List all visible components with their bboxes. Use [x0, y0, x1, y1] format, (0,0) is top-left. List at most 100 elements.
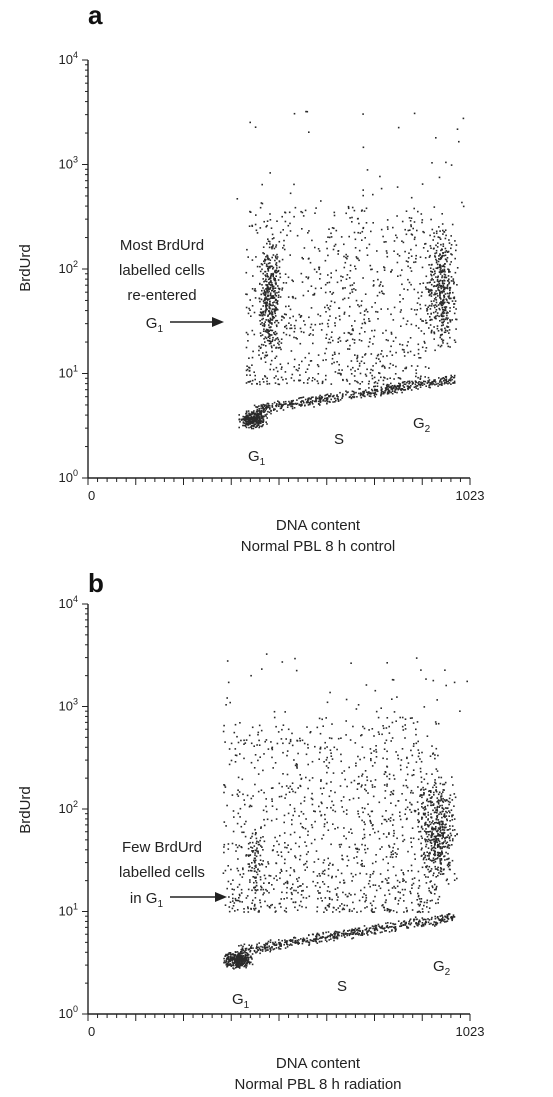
- scatter-point: [287, 362, 289, 365]
- scatter-point: [262, 421, 264, 423]
- scatter-point: [258, 411, 261, 413]
- scatter-point: [291, 407, 294, 410]
- scatter-point: [426, 735, 429, 737]
- scatter-point: [443, 294, 445, 297]
- scatter-point: [261, 318, 263, 321]
- scatter-point: [451, 814, 453, 817]
- y-tick-label: 102: [59, 799, 78, 816]
- scatter-point: [257, 731, 260, 734]
- scatter-point: [374, 933, 377, 935]
- scatter-point: [343, 908, 346, 911]
- scatter-point: [259, 413, 262, 416]
- scatter-point: [233, 968, 235, 970]
- scatter-point: [328, 906, 330, 908]
- scatter-point: [339, 905, 341, 907]
- scatter-point: [363, 756, 366, 759]
- scatter-point: [422, 786, 424, 789]
- scatter-point: [337, 396, 339, 398]
- scatter-point: [292, 901, 295, 904]
- scatter-point: [251, 411, 253, 414]
- scatter-point: [433, 379, 435, 381]
- scatter-point: [286, 406, 289, 408]
- scatter-point: [268, 874, 270, 877]
- scatter-point: [304, 398, 307, 401]
- scatter-point: [312, 329, 314, 331]
- scatter-point: [256, 265, 259, 268]
- scatter-point: [268, 332, 270, 335]
- scatter-point: [441, 255, 443, 258]
- scatter-point: [342, 298, 344, 301]
- scatter-point: [446, 314, 448, 317]
- scatter-point: [352, 797, 355, 800]
- scatter-point: [324, 869, 326, 872]
- scatter-point: [347, 348, 349, 350]
- scatter-point: [270, 284, 272, 286]
- scatter-point: [386, 879, 388, 882]
- scatter-point: [304, 209, 307, 212]
- scatter-point: [436, 263, 439, 266]
- scatter-point: [228, 960, 230, 962]
- scatter-point: [338, 307, 341, 309]
- scatter-point: [396, 879, 399, 882]
- scatter-point: [299, 740, 301, 742]
- scatter-point: [340, 374, 342, 376]
- scatter-point: [402, 872, 404, 874]
- scatter-point: [259, 282, 261, 285]
- scatter-point: [308, 377, 310, 379]
- scatter-point: [355, 765, 357, 767]
- scatter-point: [440, 315, 443, 317]
- scatter-point: [452, 280, 455, 282]
- scatter-point: [421, 266, 424, 269]
- scatter-point: [422, 918, 424, 921]
- scatter-point: [286, 880, 288, 883]
- scatter-point: [424, 814, 426, 816]
- scatter-point: [387, 927, 390, 929]
- scatter-point: [417, 210, 419, 213]
- scatter-point: [434, 807, 436, 809]
- scatter-point: [363, 321, 366, 324]
- scatter-point: [402, 370, 404, 372]
- scatter-point: [360, 340, 363, 342]
- scatter-point: [431, 329, 433, 332]
- scatter-point: [237, 958, 240, 960]
- scatter-point: [252, 417, 255, 419]
- scatter-point: [424, 376, 426, 378]
- scatter-point: [305, 753, 308, 756]
- scatter-point: [239, 965, 241, 968]
- scatter-point: [308, 131, 310, 133]
- scatter-point: [312, 880, 314, 883]
- scatter-point: [354, 320, 356, 322]
- scatter-point: [374, 393, 376, 395]
- scatter-point: [347, 297, 350, 299]
- scatter-point: [398, 382, 400, 385]
- scatter-point: [267, 294, 269, 297]
- scatter-point: [341, 858, 343, 860]
- scatter-point: [444, 271, 446, 273]
- scatter-point: [306, 110, 309, 113]
- scatter-point: [328, 395, 330, 397]
- scatter-point: [403, 355, 406, 357]
- scatter-point: [370, 759, 372, 762]
- scatter-point: [340, 872, 343, 875]
- scatter-point: [249, 299, 251, 301]
- scatter-point: [444, 915, 446, 918]
- scatter-point: [400, 389, 402, 391]
- scatter-point: [227, 956, 230, 958]
- scatter-point: [320, 801, 323, 804]
- scatter-point: [385, 250, 388, 252]
- scatter-point: [261, 420, 263, 422]
- scatter-point: [435, 818, 438, 820]
- scatter-point: [447, 829, 450, 831]
- scatter-point: [385, 930, 387, 932]
- scatter-point: [444, 287, 446, 290]
- scatter-point: [419, 283, 421, 285]
- scatter-point: [386, 219, 389, 221]
- scatter-point: [377, 716, 380, 719]
- scatter-point: [405, 881, 407, 883]
- scatter-point: [403, 288, 405, 290]
- scatter-point: [380, 308, 382, 310]
- scatter-point: [255, 421, 257, 424]
- scatter-point: [426, 824, 429, 826]
- scatter-point: [239, 421, 241, 423]
